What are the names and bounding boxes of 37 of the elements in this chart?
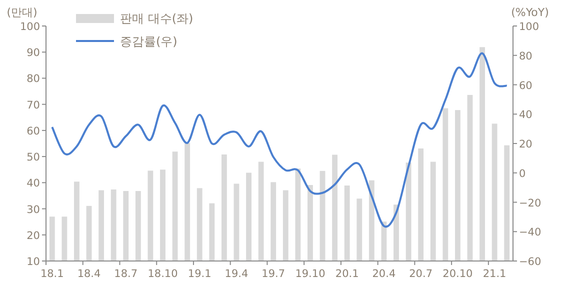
y-tick-label: 70 [26, 99, 40, 112]
x-tick-label: 19.4 [224, 268, 248, 280]
y2-tick-label: 60 [519, 80, 532, 92]
y-tick-label: 80 [26, 73, 40, 86]
x-tick-label: 20.1 [335, 268, 359, 280]
y-tick-label: 50 [26, 152, 40, 164]
x-tick-label: 19.1 [188, 268, 212, 280]
x-tick-label: 18.10 [148, 268, 178, 280]
y2-tick-label: −20 [519, 197, 542, 210]
y2-tick-label: 40 [519, 109, 532, 122]
y-tick-label: 60 [26, 125, 40, 138]
y-tick-label: 30 [26, 204, 40, 216]
x-tick-label: 18.4 [77, 268, 102, 280]
legend-label: 증감률(우) [120, 34, 178, 48]
y2-tick-label: −60 [519, 256, 542, 268]
y2-axis-title: (%YoY) [511, 6, 549, 19]
y-tick-label: 100 [20, 21, 40, 33]
legend-label: 판매 대수(좌) [120, 12, 194, 26]
y-tick-label: 90 [26, 47, 40, 60]
x-tick-label: 18.7 [114, 268, 138, 280]
y-axis-title: (만대) [6, 6, 38, 19]
x-tick-label: 20.7 [409, 268, 433, 280]
y2-tick-label: 100 [519, 21, 540, 33]
x-tick-label: 19.10 [295, 268, 326, 280]
x-tick-label: 20.10 [442, 268, 473, 280]
y2-tick-label: 80 [519, 50, 532, 62]
y-tick-label: 40 [26, 178, 40, 190]
y2-tick-label: 20 [519, 138, 532, 150]
line-series [51, 52, 508, 228]
y2-tick-label: 0 [519, 168, 526, 180]
x-tick-label: 20.4 [372, 268, 396, 280]
y2-tick-label: −40 [519, 226, 542, 239]
x-tick-label: 19.7 [262, 268, 286, 280]
y-tick-label: 10 [26, 256, 40, 268]
y-tick-label: 20 [26, 230, 40, 242]
x-tick-label: 21.1 [482, 268, 506, 280]
x-tick-label: 18.1 [40, 268, 64, 280]
